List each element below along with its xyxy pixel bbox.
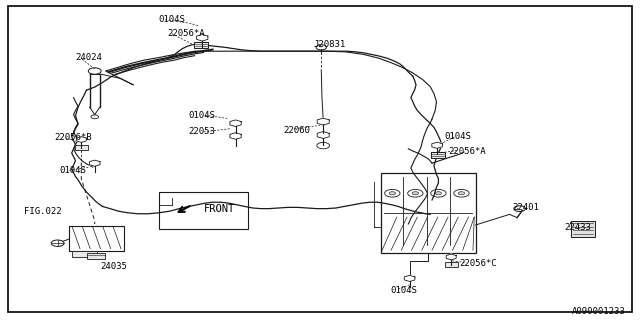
- Bar: [431, 152, 445, 158]
- Polygon shape: [317, 132, 329, 139]
- Text: 22056*B: 22056*B: [54, 133, 92, 142]
- Polygon shape: [230, 133, 241, 139]
- Text: J20831: J20831: [314, 40, 346, 49]
- Circle shape: [389, 192, 396, 195]
- Polygon shape: [432, 142, 442, 148]
- Text: 0104S: 0104S: [59, 166, 86, 175]
- Bar: [571, 221, 595, 237]
- Text: 0104S: 0104S: [159, 15, 186, 24]
- Polygon shape: [317, 118, 329, 125]
- Text: FIG.022: FIG.022: [24, 207, 62, 216]
- Circle shape: [458, 192, 465, 195]
- Text: FRONT: FRONT: [204, 204, 235, 214]
- Text: 24035: 24035: [100, 262, 127, 271]
- Text: 0104S: 0104S: [445, 132, 472, 141]
- Text: 0104S: 0104S: [189, 111, 216, 120]
- Text: 22433: 22433: [564, 223, 591, 232]
- Text: 22401: 22401: [512, 203, 539, 212]
- Bar: [75, 145, 88, 150]
- Text: 22060: 22060: [283, 126, 310, 135]
- Bar: [87, 253, 105, 259]
- Text: 22056*C: 22056*C: [460, 259, 497, 268]
- Polygon shape: [90, 160, 100, 166]
- Polygon shape: [76, 137, 86, 142]
- Text: 24024: 24024: [76, 53, 102, 62]
- Text: 22053: 22053: [189, 127, 216, 136]
- Text: A090001233: A090001233: [572, 307, 626, 316]
- Polygon shape: [404, 275, 415, 282]
- Bar: [159, 192, 248, 229]
- Circle shape: [51, 240, 64, 246]
- Bar: [69, 226, 124, 251]
- Text: 22056*A: 22056*A: [168, 29, 205, 38]
- Bar: [381, 173, 476, 253]
- Bar: [194, 42, 208, 48]
- Text: 0104S: 0104S: [390, 286, 417, 295]
- Polygon shape: [446, 254, 456, 260]
- Circle shape: [412, 192, 419, 195]
- Polygon shape: [196, 35, 208, 41]
- Bar: [72, 251, 97, 257]
- Bar: [445, 262, 458, 267]
- Circle shape: [435, 192, 442, 195]
- Polygon shape: [230, 120, 241, 126]
- Text: 22056*A: 22056*A: [448, 147, 486, 156]
